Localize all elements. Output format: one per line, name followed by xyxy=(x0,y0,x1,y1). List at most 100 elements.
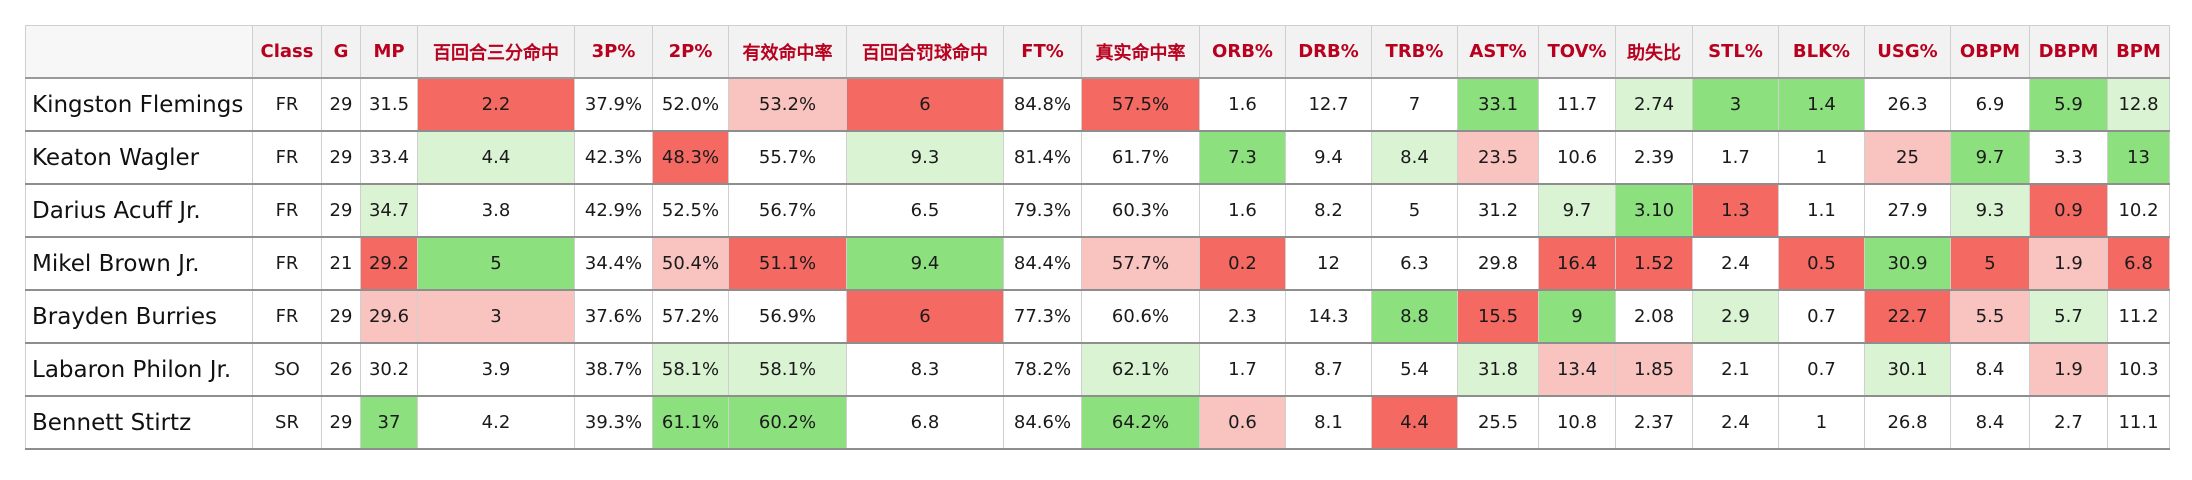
stat-cell: FR xyxy=(252,236,322,291)
stat-cell: 2.1 xyxy=(1692,342,1779,397)
stat-cell: 9.3 xyxy=(1950,183,2030,238)
stat-cell: 7 xyxy=(1371,77,1458,132)
stat-cell: 2.08 xyxy=(1615,289,1693,344)
column-header: TRB% xyxy=(1371,25,1458,79)
stat-cell: FR xyxy=(252,183,322,238)
stat-cell: 25 xyxy=(1864,130,1951,185)
column-header: BPM xyxy=(2107,25,2170,79)
stat-cell: 1.4 xyxy=(1778,77,1865,132)
stat-cell: 2.3 xyxy=(1199,289,1286,344)
stat-cell: 1.1 xyxy=(1778,183,1865,238)
stat-cell: 25.5 xyxy=(1457,395,1539,450)
stat-cell: 6.9 xyxy=(1950,77,2030,132)
stat-cell: 0.9 xyxy=(2029,183,2108,238)
stat-cell: 34.7 xyxy=(360,183,418,238)
table-body: Kingston Flemings FR 29 31.5 2.2 37.9% 52.0% 53… xyxy=(25,77,2170,450)
stat-cell: 1.85 xyxy=(1615,342,1693,397)
stat-cell: 3 xyxy=(1692,77,1779,132)
stat-cell: 50.4% xyxy=(652,236,729,291)
column-header: Class xyxy=(252,25,322,79)
stat-cell: 31.8 xyxy=(1457,342,1539,397)
stat-cell: 57.2% xyxy=(652,289,729,344)
stat-cell: 3.9 xyxy=(417,342,575,397)
stat-cell: 1.7 xyxy=(1692,130,1779,185)
stat-cell: 1 xyxy=(1778,395,1865,450)
stat-cell: 52.5% xyxy=(652,183,729,238)
table-row: Mikel Brown Jr. FR 21 29.2 5 34.4% 50.4% 51.1% 9… xyxy=(25,236,2170,291)
stat-cell: 16.4 xyxy=(1538,236,1616,291)
stat-cell: 2.2 xyxy=(417,77,575,132)
stat-cell: 5 xyxy=(1950,236,2030,291)
stat-cell: 6.8 xyxy=(846,395,1004,450)
stat-cell: 9.3 xyxy=(846,130,1004,185)
stat-cell: 23.5 xyxy=(1457,130,1539,185)
column-header: 2P% xyxy=(652,25,729,79)
stat-cell: 61.1% xyxy=(652,395,729,450)
stat-cell: 12 xyxy=(1285,236,1372,291)
player-name-cell: Bennett Stirtz xyxy=(25,395,253,450)
stat-cell: 33.4 xyxy=(360,130,418,185)
stat-cell: 21 xyxy=(321,236,361,291)
player-name-cell: Labaron Philon Jr. xyxy=(25,342,253,397)
stat-cell: 51.1% xyxy=(728,236,847,291)
stat-cell: 77.3% xyxy=(1003,289,1082,344)
stat-cell: 8.2 xyxy=(1285,183,1372,238)
stat-cell: 1.9 xyxy=(2029,236,2108,291)
stat-cell: 52.0% xyxy=(652,77,729,132)
stat-cell: 56.7% xyxy=(728,183,847,238)
stat-cell: 57.7% xyxy=(1081,236,1200,291)
stat-cell: 30.9 xyxy=(1864,236,1951,291)
table-row: Bennett Stirtz SR 29 37 4.2 39.3% 61.1% 60.2% 6.… xyxy=(25,395,2170,450)
column-header: 百回合三分命中 xyxy=(417,25,575,79)
column-header: USG% xyxy=(1864,25,1951,79)
player-name-cell: Kingston Flemings xyxy=(25,77,253,132)
column-header: MP xyxy=(360,25,418,79)
stat-cell: 53.2% xyxy=(728,77,847,132)
stat-cell: 1.7 xyxy=(1199,342,1286,397)
stat-cell: 2.4 xyxy=(1692,395,1779,450)
stat-cell: 5 xyxy=(1371,183,1458,238)
stat-cell: 38.7% xyxy=(574,342,653,397)
column-header: DRB% xyxy=(1285,25,1372,79)
stat-cell: 1 xyxy=(1778,130,1865,185)
stat-cell: 79.3% xyxy=(1003,183,1082,238)
stat-cell: 26 xyxy=(321,342,361,397)
stat-cell: 11.2 xyxy=(2107,289,2170,344)
stat-cell: 55.7% xyxy=(728,130,847,185)
stat-cell: 1.9 xyxy=(2029,342,2108,397)
stat-cell: 29.8 xyxy=(1457,236,1539,291)
column-header: AST% xyxy=(1457,25,1539,79)
stat-cell: 15.5 xyxy=(1457,289,1539,344)
stat-cell: 9.7 xyxy=(1950,130,2030,185)
stat-cell: 0.7 xyxy=(1778,342,1865,397)
stat-cell: 57.5% xyxy=(1081,77,1200,132)
stat-cell: SO xyxy=(252,342,322,397)
stat-cell: 4.4 xyxy=(1371,395,1458,450)
stat-cell: 81.4% xyxy=(1003,130,1082,185)
stat-cell: 5 xyxy=(417,236,575,291)
stat-cell: 30.2 xyxy=(360,342,418,397)
stat-cell: 37 xyxy=(360,395,418,450)
stat-cell: 5.5 xyxy=(1950,289,2030,344)
stat-cell: 12.8 xyxy=(2107,77,2170,132)
stat-cell: FR xyxy=(252,289,322,344)
stat-cell: 8.4 xyxy=(1950,342,2030,397)
column-header: OBPM xyxy=(1950,25,2030,79)
player-name-cell: Mikel Brown Jr. xyxy=(25,236,253,291)
stat-cell: 14.3 xyxy=(1285,289,1372,344)
column-header: G xyxy=(321,25,361,79)
stat-cell: 84.6% xyxy=(1003,395,1082,450)
stat-cell: 8.8 xyxy=(1371,289,1458,344)
stat-cell: 0.7 xyxy=(1778,289,1865,344)
stat-cell: 5.7 xyxy=(2029,289,2108,344)
stat-cell: 5.9 xyxy=(2029,77,2108,132)
column-header: STL% xyxy=(1692,25,1779,79)
stat-cell: 2.9 xyxy=(1692,289,1779,344)
player-header-cell xyxy=(25,25,253,79)
stat-cell: 8.1 xyxy=(1285,395,1372,450)
stat-cell: FR xyxy=(252,77,322,132)
stat-cell: 11.7 xyxy=(1538,77,1616,132)
stat-cell: 60.6% xyxy=(1081,289,1200,344)
stat-cell: 37.9% xyxy=(574,77,653,132)
stat-cell: 64.2% xyxy=(1081,395,1200,450)
